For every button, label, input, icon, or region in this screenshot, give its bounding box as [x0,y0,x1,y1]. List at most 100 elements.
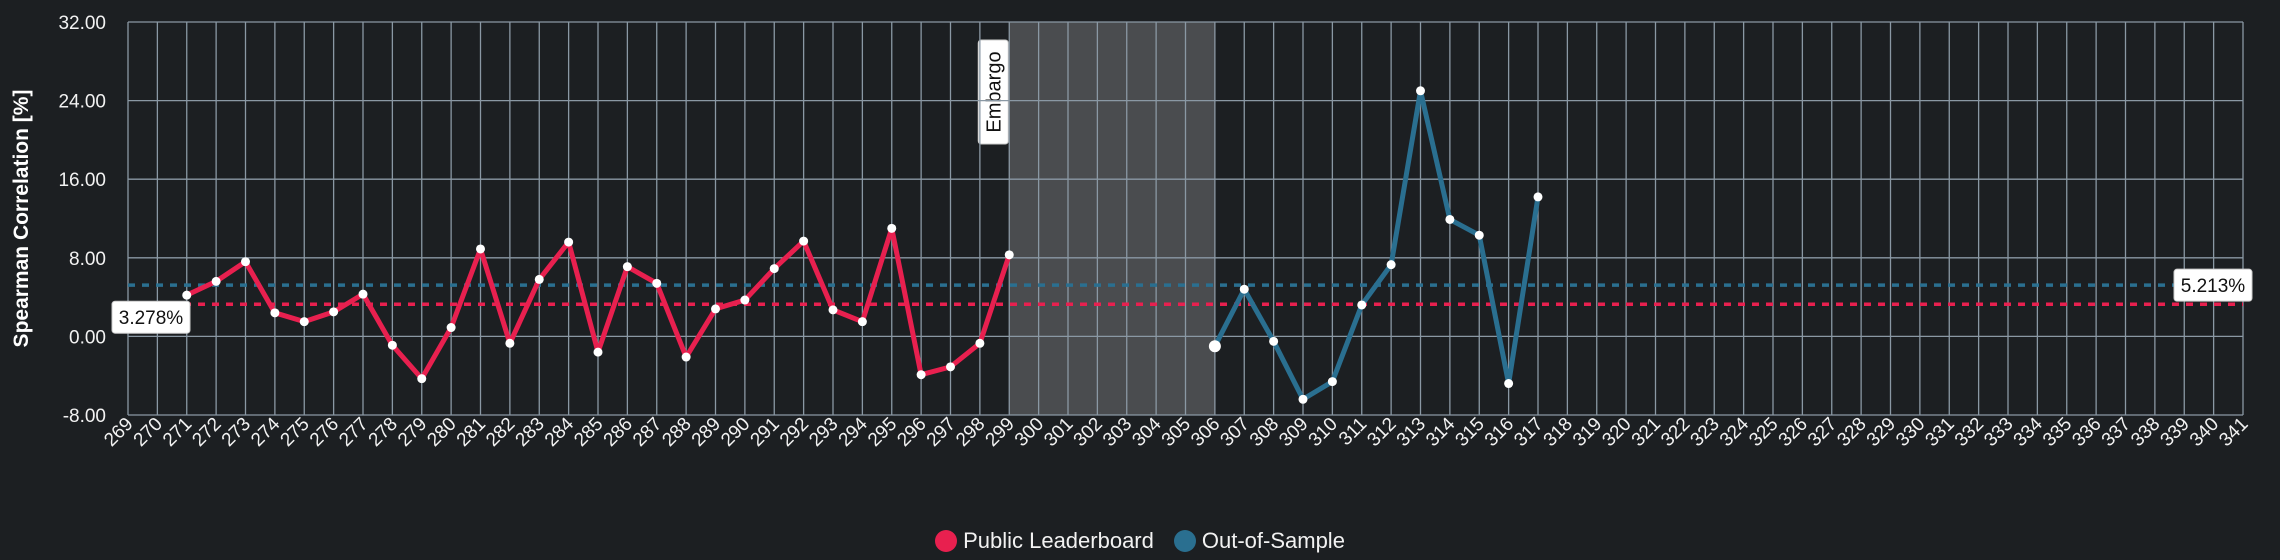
y-tick-label: 16.00 [58,170,106,191]
x-tick-label: 275 [277,414,314,451]
x-tick-label: 292 [776,414,813,451]
reference-line-label: 3.278% [119,308,184,329]
x-tick-label: 300 [1011,414,1048,451]
data-point [622,262,632,272]
data-point [1269,336,1279,346]
x-tick-label: 319 [1569,414,1606,451]
x-tick-label: 281 [453,414,490,451]
y-tick-label: -8.00 [63,406,106,427]
data-point [681,352,691,362]
legend: Public Leaderboard Out-of-Sample [0,528,2280,554]
x-tick-label: 312 [1363,414,1400,451]
x-tick-label: 302 [1070,414,1107,451]
series-line [1212,88,1541,402]
x-tick-label: 276 [306,414,343,451]
reference-line-label-box [2173,268,2253,302]
x-tick-label: 336 [2068,414,2105,451]
x-tick-label: 301 [1040,414,1077,451]
x-tick-label: 296 [893,414,930,451]
x-tick-label: 325 [1745,414,1782,451]
data-point [1445,214,1455,224]
x-tick-label: 307 [1217,414,1254,451]
data-point [1239,284,1249,294]
x-tick-label: 297 [923,414,960,451]
embargo-band-layer: Embargo [977,22,1215,415]
x-tick-label: 286 [600,414,637,451]
x-tick-label: 318 [1540,414,1577,451]
x-tick-label: 270 [130,414,167,451]
data-point [828,305,838,315]
x-tick-label: 335 [2039,414,2076,451]
reference-line-layer: 3.278% 5.213% [111,268,2253,334]
data-point [799,236,809,246]
data-point [534,274,544,284]
x-tick-label: 326 [1775,414,1812,451]
x-tick-label: 306 [1187,414,1224,451]
x-tick-label: 279 [394,414,431,451]
x-tick-label: 273 [218,414,255,451]
x-tick-label: 333 [1980,414,2017,451]
data-point [182,290,192,300]
data-point [1327,377,1337,387]
data-point [1298,394,1308,404]
embargo-label-text: Embargo [983,51,1005,132]
x-tick-label: 327 [1804,414,1841,451]
x-tick-label: 328 [1833,414,1870,451]
data-point [387,340,397,350]
x-tick-label: 309 [1275,414,1312,451]
x-tick-label: 277 [335,414,372,451]
data-point [211,276,221,286]
embargo-band [1009,22,1215,415]
data-point [476,244,485,254]
data-point [1004,250,1014,260]
data-point [711,304,720,314]
x-tick-label: 332 [1951,414,1988,451]
x-tick-label: 289 [688,414,725,451]
data-point [1416,86,1425,96]
x-tick-label: 282 [482,414,519,451]
data-point [1357,300,1367,310]
x-tick-label: 320 [1598,414,1635,451]
data-point [975,338,985,348]
data-point [241,257,250,267]
x-tick-label: 313 [1393,414,1430,451]
legend-label-public-leaderboard: Public Leaderboard [963,528,1154,553]
data-point [417,374,427,384]
x-tick-label: 308 [1246,414,1283,451]
legend-swatch-out-of-sample [1173,530,1196,552]
x-tick-label: 293 [805,414,842,451]
data-point [740,295,750,305]
x-tick-label: 330 [1892,414,1929,451]
x-tick-label: 331 [1922,414,1959,451]
data-point [1504,379,1514,389]
data-point [946,362,955,372]
x-tick-label: 271 [159,414,196,451]
legend-label-out-of-sample: Out-of-Sample [1201,528,1345,553]
x-tick-label: 329 [1863,414,1900,451]
x-tick-label: 323 [1687,414,1724,451]
x-tick-label: 315 [1452,414,1489,451]
x-tick-label: 303 [1099,414,1136,451]
reference-line-label: 5.213% [2181,276,2246,297]
x-tick-label: 290 [717,414,754,451]
y-tick-label: 8.00 [69,249,106,270]
grid-layer [127,21,2244,416]
data-point [652,278,662,288]
legend-item-public-leaderboard[interactable]: Public Leaderboard [935,528,1154,554]
data-point [505,338,515,348]
x-tick-label: 305 [1158,414,1195,451]
x-tick-label: 285 [570,414,607,451]
data-point [887,223,897,233]
data-point [857,317,867,327]
x-tick-label: 288 [658,414,695,451]
legend-item-out-of-sample[interactable]: Out-of-Sample [1173,528,1345,554]
data-point [564,237,574,247]
data-point [769,264,779,274]
data-point [593,347,603,357]
x-tick-label: 295 [864,414,901,451]
data-point [1208,340,1221,353]
data-point [1533,192,1543,202]
data-point [1474,230,1484,240]
y-axis-title: Spearman Correlation [%] [10,90,33,348]
